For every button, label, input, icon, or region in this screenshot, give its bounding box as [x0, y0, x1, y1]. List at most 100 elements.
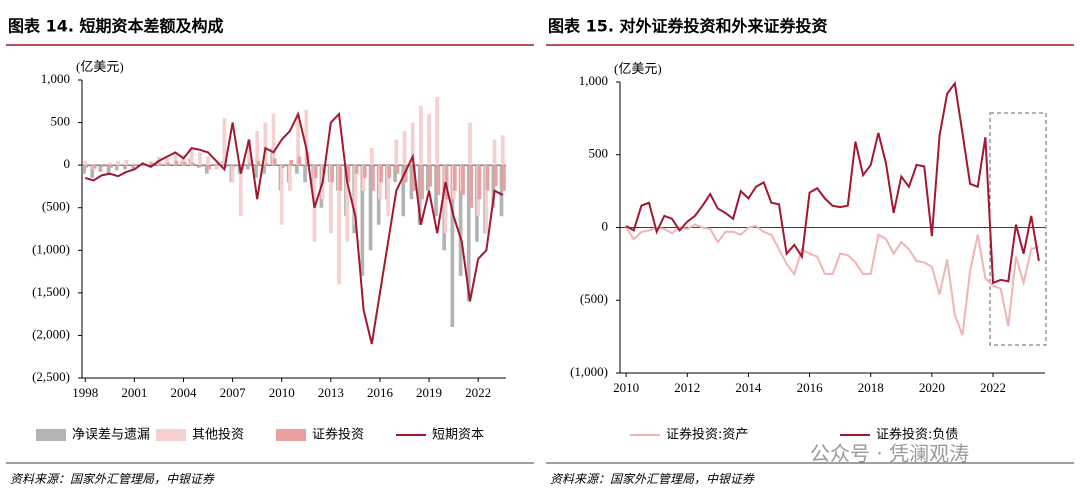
- bar: [254, 165, 258, 178]
- bar: [491, 165, 496, 208]
- bar: [92, 165, 97, 169]
- bar: [453, 165, 457, 191]
- bar: [338, 165, 343, 191]
- bar: [247, 139, 251, 166]
- highlight-box: [989, 112, 1047, 346]
- bar: [248, 162, 253, 166]
- legend-label: 证券投资:资产: [666, 427, 748, 443]
- bar: [410, 122, 415, 166]
- bar: [412, 165, 416, 191]
- bar: [263, 122, 268, 166]
- x-tick-label: 2010: [269, 385, 295, 400]
- bar: [90, 165, 95, 178]
- bar: [245, 165, 250, 170]
- bar: [461, 165, 465, 195]
- bar: [191, 162, 195, 166]
- source: 资料来源：国家外汇管理局，中银证券: [550, 472, 755, 486]
- line: [625, 80, 1040, 285]
- bar: [116, 160, 120, 166]
- bar: [444, 165, 449, 200]
- legend-swatch: [156, 429, 186, 441]
- bar: [502, 165, 506, 191]
- bar: [425, 165, 430, 191]
- bar: [402, 131, 407, 166]
- bar: [393, 165, 397, 183]
- x-tick-label: 2022: [465, 385, 491, 400]
- bar: [417, 165, 422, 225]
- bar: [368, 165, 373, 251]
- bar: [196, 165, 201, 168]
- x-tick-label: 2010: [613, 380, 639, 395]
- y-tick-label: (500): [42, 199, 70, 214]
- bar: [435, 97, 440, 166]
- bar: [477, 165, 482, 200]
- bar: [214, 165, 219, 170]
- legend-label: 其他投资: [192, 427, 244, 443]
- bar: [297, 156, 302, 166]
- bar: [353, 165, 358, 225]
- y-tick-label: 1,000: [41, 71, 70, 86]
- bar: [262, 165, 266, 174]
- bar: [206, 156, 210, 166]
- x-tick-label: 2018: [858, 380, 884, 395]
- bar: [165, 158, 169, 166]
- bar: [401, 165, 406, 217]
- bar: [271, 114, 276, 166]
- y-tick-label: (2,500): [32, 369, 70, 384]
- bar: [215, 163, 220, 166]
- bar: [458, 165, 463, 276]
- bar: [166, 162, 171, 166]
- bar: [492, 139, 497, 166]
- bar: [303, 165, 307, 183]
- legend-label: 证券投资: [312, 427, 364, 443]
- x-tick-label: 2012: [674, 380, 700, 395]
- x-tick-label: 2019: [416, 385, 442, 400]
- line: [84, 111, 504, 345]
- x-tick-label: 2020: [919, 380, 945, 395]
- bar: [419, 105, 423, 166]
- bar: [84, 165, 89, 168]
- x-tick-label: 2014: [735, 380, 762, 395]
- bar: [101, 165, 105, 167]
- bar: [124, 160, 129, 166]
- bar: [304, 109, 309, 166]
- bar: [395, 165, 400, 174]
- bar: [231, 165, 236, 167]
- bar: [204, 165, 209, 174]
- legend-swatch: [36, 429, 66, 441]
- bar: [173, 152, 178, 166]
- legend-label: 证券投资:负债: [876, 427, 958, 443]
- bar: [420, 165, 424, 200]
- bar: [289, 160, 293, 166]
- bar: [272, 158, 277, 166]
- y-tick-label: (1,000): [570, 364, 608, 379]
- bar: [434, 165, 438, 217]
- bar: [281, 165, 285, 168]
- x-tick-label: 2022: [980, 380, 1006, 395]
- y-axis-label: (亿美元): [614, 61, 662, 76]
- bar: [207, 165, 212, 170]
- bar: [158, 163, 163, 166]
- bar: [230, 165, 235, 183]
- bar: [346, 165, 351, 183]
- bar: [468, 122, 472, 166]
- bar: [189, 148, 194, 166]
- bar: [387, 165, 392, 178]
- bar: [222, 118, 227, 166]
- bar: [83, 160, 88, 166]
- bar: [500, 135, 505, 166]
- x-tick-label: 2001: [121, 385, 147, 400]
- bar: [199, 165, 203, 167]
- bar: [296, 114, 300, 166]
- x-tick-label: 1998: [72, 385, 98, 400]
- bar: [499, 165, 504, 217]
- x-tick-label: 2007: [220, 385, 247, 400]
- chart-title: 图表 14. 短期资本差额及构成: [8, 17, 224, 36]
- bar: [279, 165, 284, 225]
- x-tick-label: 2016: [797, 380, 824, 395]
- bar: [369, 148, 374, 166]
- y-axis-label: (亿美元): [76, 59, 124, 74]
- bar: [409, 165, 414, 200]
- x-tick-label: 2013: [318, 385, 344, 400]
- bar: [106, 165, 111, 174]
